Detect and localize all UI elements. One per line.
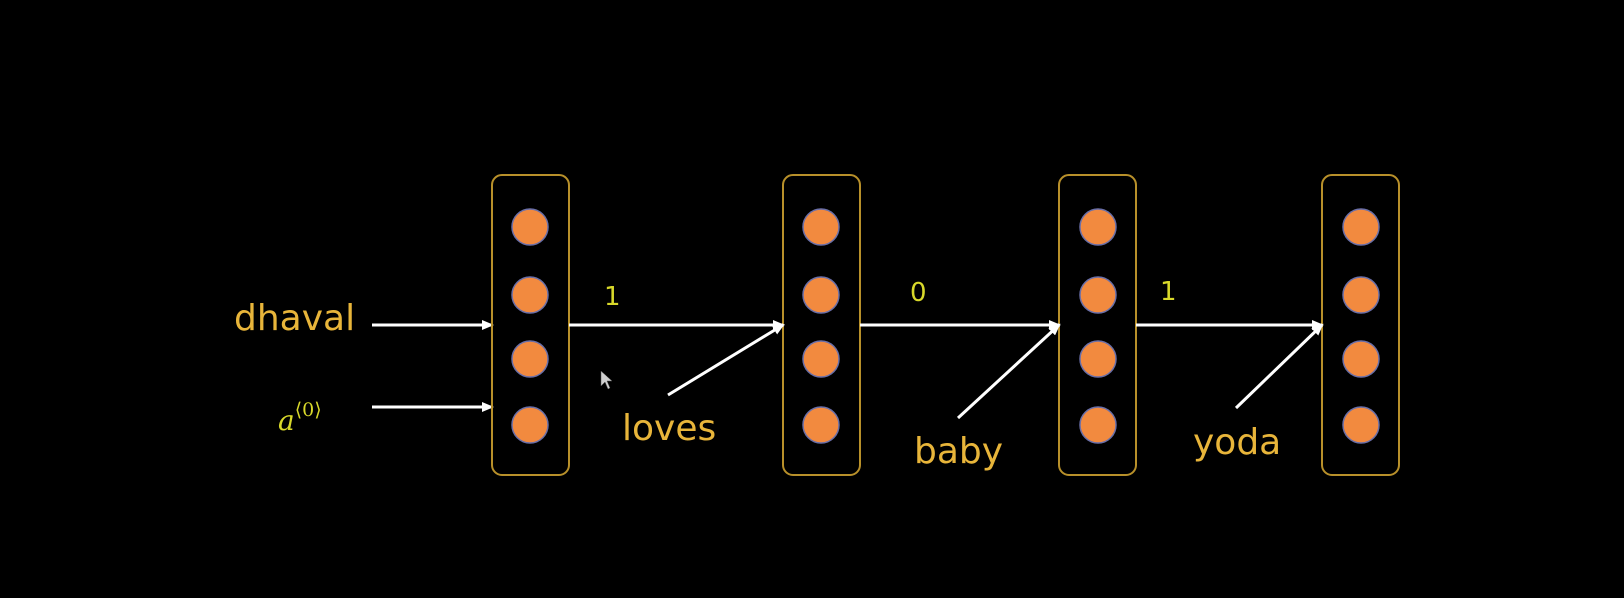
cell-1	[491, 174, 570, 476]
cell-1-node-1	[511, 208, 549, 246]
transition-2-value: 0	[910, 278, 927, 308]
cell-4	[1321, 174, 1400, 476]
cell-2	[782, 174, 861, 476]
initial-state-symbol: a	[278, 404, 295, 437]
cell-3-node-2	[1079, 276, 1117, 314]
cell-3-node-4	[1079, 406, 1117, 444]
transition-2-word-arrow	[956, 323, 1061, 420]
transition-2-word: baby	[914, 431, 1003, 472]
cell-3-node-1	[1079, 208, 1117, 246]
transition-3-value: 1	[1160, 277, 1177, 307]
cell-1-node-4	[511, 406, 549, 444]
transition-1-word: loves	[622, 408, 716, 449]
cell-2-node-4	[802, 406, 840, 444]
mouse-cursor-icon	[600, 370, 613, 390]
cell-3-node-3	[1079, 340, 1117, 378]
cell-4-node-4	[1342, 406, 1380, 444]
cell-1-node-2	[511, 276, 549, 314]
cell-2-node-3	[802, 340, 840, 378]
cell-2-node-1	[802, 208, 840, 246]
initial-state-superscript: ⟨0⟩	[295, 399, 322, 421]
transition-1-word-arrow	[667, 323, 785, 397]
input-word-label: dhaval	[234, 298, 355, 339]
transition-1-value: 1	[604, 282, 621, 312]
transition-3-word: yoda	[1193, 422, 1281, 463]
cell-2-node-2	[802, 276, 840, 314]
cell-4-node-2	[1342, 276, 1380, 314]
transition-3-word-arrow	[1234, 323, 1324, 410]
cell-3	[1058, 174, 1137, 476]
cell-1-node-3	[511, 340, 549, 378]
initial-state-label: a⟨0⟩	[278, 399, 322, 437]
cell-4-node-3	[1342, 340, 1380, 378]
cell-4-node-1	[1342, 208, 1380, 246]
